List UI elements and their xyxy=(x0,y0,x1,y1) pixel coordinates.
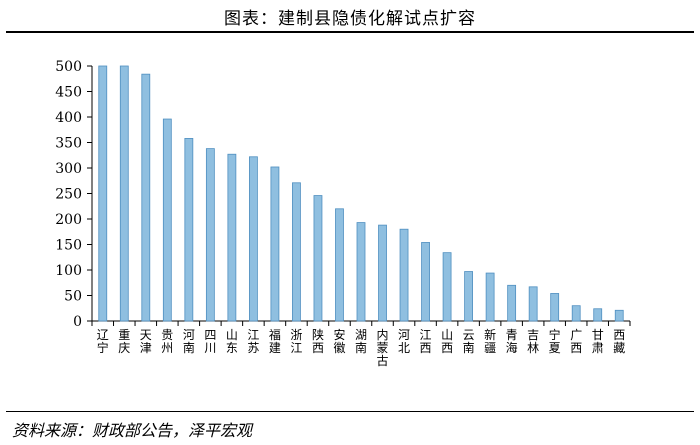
bar xyxy=(571,305,581,322)
x-axis xyxy=(91,320,631,326)
x-tick-label: 山东 xyxy=(226,328,238,355)
x-tick-label: 江苏 xyxy=(247,328,259,355)
bar xyxy=(141,73,151,322)
x-tick-label: 安徽 xyxy=(333,327,345,355)
bar xyxy=(356,222,366,322)
x-tick-label: 重庆 xyxy=(118,328,130,355)
x-tick-label: 四川 xyxy=(204,328,216,355)
bar xyxy=(421,242,430,322)
bar xyxy=(378,224,387,322)
x-tick-label: 天津 xyxy=(140,328,152,355)
bar xyxy=(442,252,452,322)
y-tick-label: 100 xyxy=(55,263,82,279)
title-divider xyxy=(6,31,694,33)
bar xyxy=(270,166,280,322)
x-tick-label: 吉林 xyxy=(527,328,539,355)
bar-series xyxy=(98,65,624,322)
y-tick-label: 300 xyxy=(55,161,82,177)
bar xyxy=(292,182,301,322)
x-tick-label: 西藏 xyxy=(613,328,625,355)
bar xyxy=(528,286,538,322)
bar xyxy=(205,148,215,322)
y-tick-label: 0 xyxy=(73,314,82,330)
bar xyxy=(162,118,172,322)
x-tick-label: 辽宁 xyxy=(97,328,109,355)
y-tick-label: 500 xyxy=(55,59,82,75)
y-tick-label: 250 xyxy=(55,187,82,203)
bar xyxy=(550,293,560,322)
x-tick-label: 陕西 xyxy=(312,327,324,355)
bar xyxy=(98,65,108,322)
bar xyxy=(119,65,129,322)
bar xyxy=(399,228,409,322)
x-tick-label: 江西 xyxy=(420,328,432,355)
bar xyxy=(313,195,323,322)
y-tick-label: 200 xyxy=(55,212,82,228)
x-tick-label: 河南 xyxy=(183,328,195,355)
x-tick-label: 贵州 xyxy=(161,328,173,355)
bar xyxy=(227,153,237,322)
x-tick-label: 宁夏 xyxy=(549,327,561,355)
x-tick-label: 福建 xyxy=(269,327,281,355)
x-tick-label: 青海 xyxy=(506,328,518,355)
bar xyxy=(464,271,474,322)
x-tick-label: 浙江 xyxy=(290,328,302,355)
y-tick-label: 400 xyxy=(55,110,82,126)
x-tick-label: 河北 xyxy=(398,328,410,355)
bar xyxy=(335,208,344,322)
bar xyxy=(184,138,194,322)
footer-divider xyxy=(6,411,694,412)
y-tick-label: 350 xyxy=(55,136,82,152)
x-tick-label: 广西 xyxy=(570,328,582,355)
category-labels: 辽宁重庆天津贵州河南四川山东江苏福建浙江陕西安徽湖南内蒙古河北江西山西云南新疆青… xyxy=(97,327,625,368)
y-tick-label: 450 xyxy=(55,85,82,101)
y-tick-label: 150 xyxy=(55,238,82,254)
y-tick-label: 50 xyxy=(64,289,82,305)
bar xyxy=(614,309,624,322)
bar xyxy=(485,272,495,322)
x-tick-label: 山西 xyxy=(441,328,453,355)
bar xyxy=(593,308,603,322)
x-tick-label: 云南 xyxy=(463,328,475,355)
chart-title: 图表：建制县隐债化解试点扩容 xyxy=(224,9,476,29)
bar xyxy=(507,284,517,322)
source-note: 资料来源：财政部公告，泽平宏观 xyxy=(12,421,253,440)
x-tick-label: 内蒙古 xyxy=(377,328,389,368)
bar xyxy=(248,156,258,322)
y-axis: 0 50 100 150 200 250 300 350 400 450 500 xyxy=(55,59,93,330)
x-tick-label: 湖南 xyxy=(355,327,367,355)
x-tick-label: 新疆 xyxy=(484,327,496,355)
x-tick-label: 甘肃 xyxy=(592,328,604,355)
